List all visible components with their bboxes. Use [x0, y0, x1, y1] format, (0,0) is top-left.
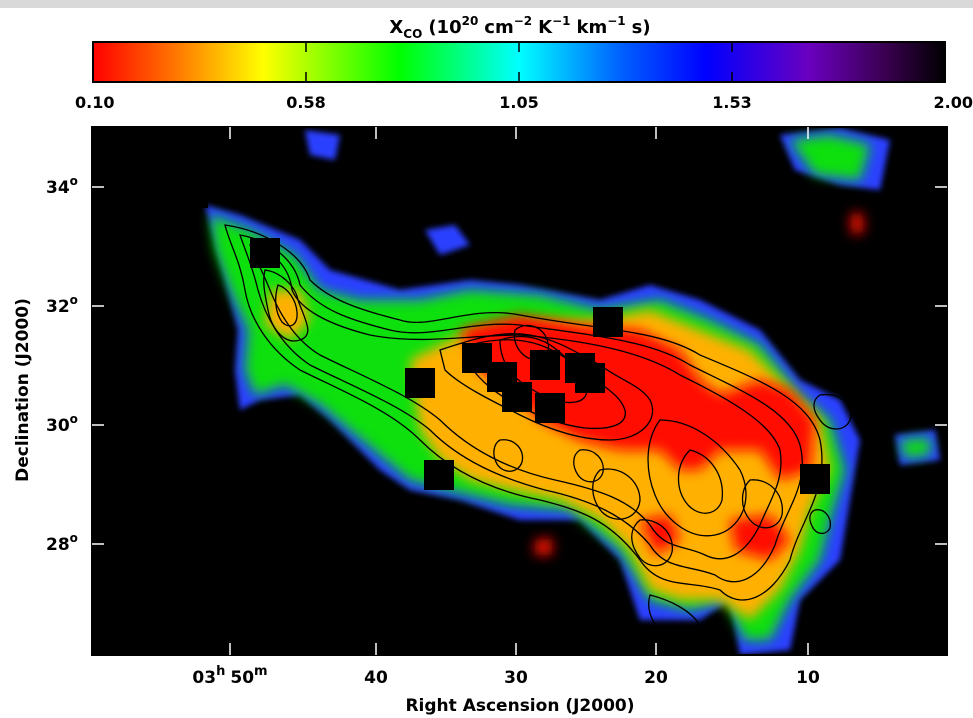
y-tick-labels: 34o 32o 30o 28o: [46, 174, 78, 555]
x-tick-label: 20: [644, 668, 668, 688]
colorbar-tick-label: 0.58: [286, 93, 325, 112]
y-axis-label: Declination (J2000): [13, 298, 33, 482]
map-frame: [91, 126, 948, 656]
xco-map: [92, 127, 947, 655]
contours: [224, 181, 852, 644]
x-tick-label: 30: [504, 668, 528, 688]
x-tick-label: 03h 50m: [192, 664, 267, 688]
y-tick-label: 32o: [46, 293, 78, 317]
x-tick-label: 40: [364, 668, 388, 688]
y-tick-label: 34o: [46, 174, 78, 198]
top-band: [0, 0, 973, 8]
colorbar-tick-label: 1.05: [499, 93, 538, 112]
x-tick-label: 10: [796, 668, 820, 688]
colorbar-tick-label: 0.10: [75, 93, 114, 112]
y-tick-label: 28o: [46, 531, 78, 555]
colorbar-tick-label: 1.53: [712, 93, 751, 112]
map-tick-marks: [92, 127, 947, 655]
x-tick-labels: 03h 50m 40 30 20 10: [192, 664, 820, 688]
y-tick-label: 30o: [46, 412, 78, 436]
colorbar-ticks: 0.10 0.58 1.05 1.53 2.00: [75, 42, 973, 112]
colorbar-label: XCO (1020 cm−2 K−1 km−1 s): [389, 14, 650, 41]
colorbar-tick-label: 2.00: [934, 93, 973, 112]
x-axis-label: Right Ascension (J2000): [405, 696, 634, 716]
